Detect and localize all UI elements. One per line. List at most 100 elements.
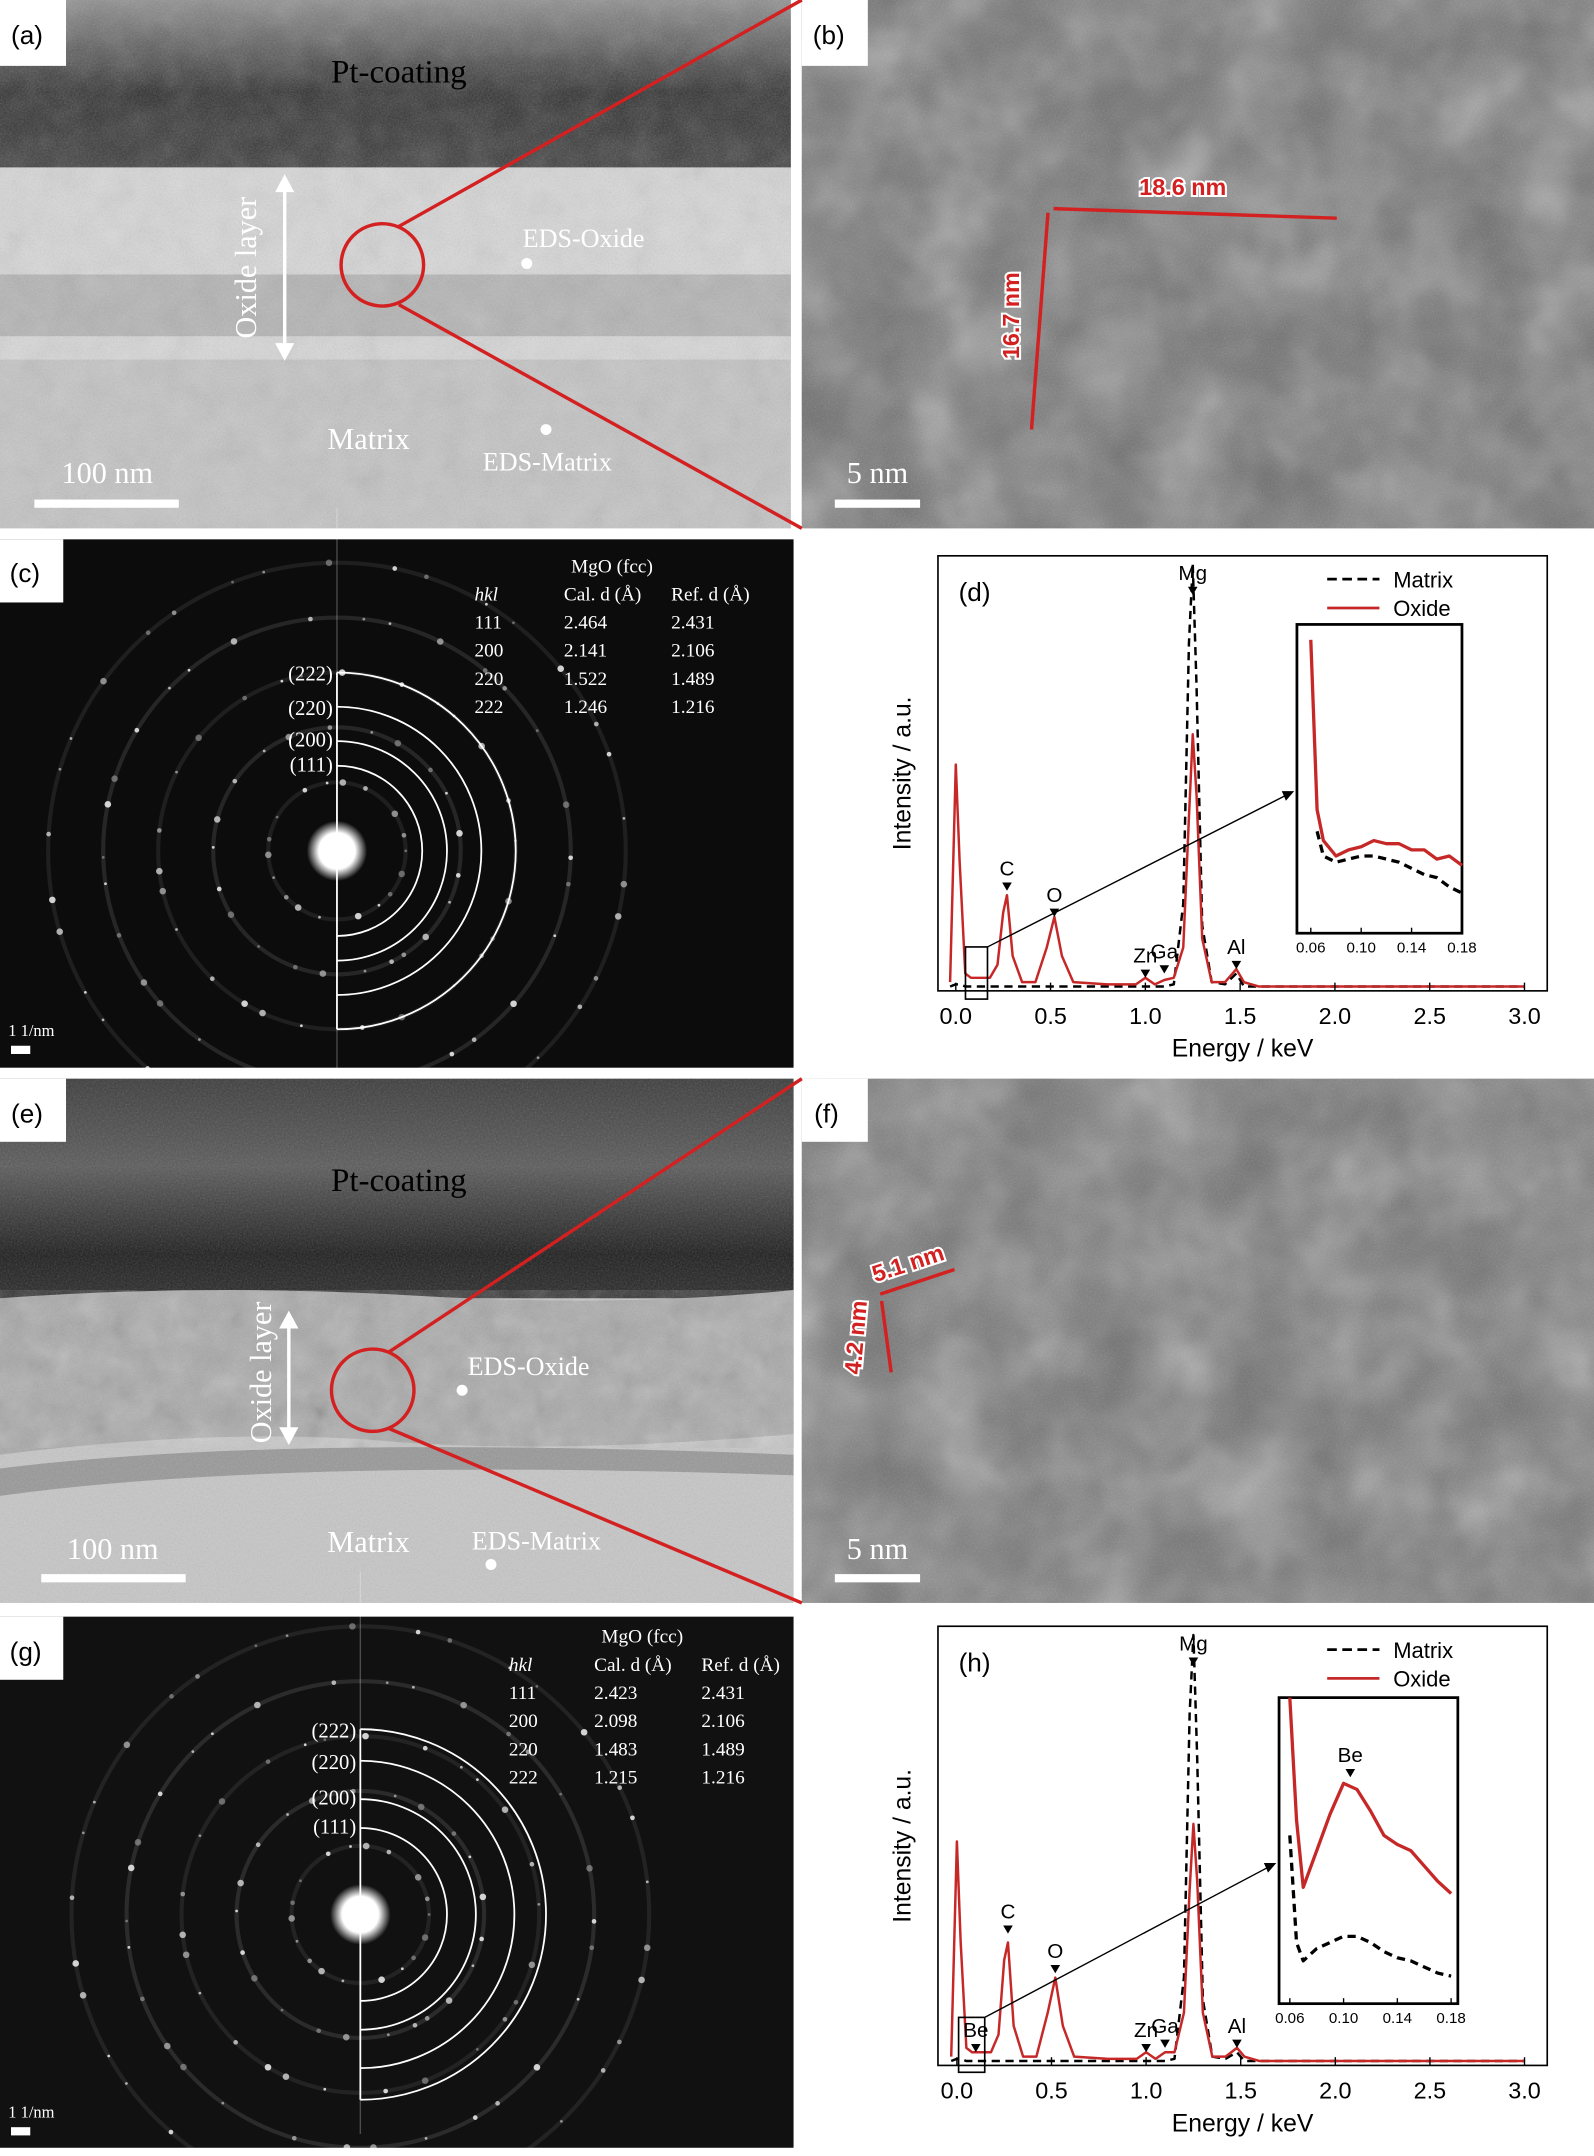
diffraction-spot [417,1803,425,1811]
diffraction-spot [533,2064,541,2071]
diffraction-spot [323,1738,327,1741]
peak-marker [1231,960,1242,970]
diffraction-spot [140,979,148,986]
diffraction-spot [528,1961,536,1969]
oxide-layer-label: Oxide layer [229,197,263,339]
panel-label: (g) [10,1637,42,1667]
diffraction-spot [262,570,266,574]
table-cell: 2.098 [594,1711,637,1732]
diffraction-spot [325,1851,331,1857]
panel-label: (a) [11,20,43,50]
diffraction-spot [468,1855,472,1859]
panel-label: (b) [813,20,845,50]
inset-frame [1295,623,1464,935]
table-header: Ref. d (Å) [671,584,750,605]
diffraction-spot [411,1955,416,1961]
diffraction-spot [471,1964,475,1968]
diffraction-spot [479,1893,487,1901]
diffraction-spot [562,801,570,808]
diffraction-spot [401,832,407,838]
diffraction-spot [198,1991,202,1995]
peak-label: Al [1228,2015,1246,2038]
diffraction-spot [445,1997,453,2004]
diffraction-spot [502,2016,508,2022]
scale-label: 5 nm [847,456,909,490]
x-tick-label: 1.0 [1129,1003,1162,1029]
table-cell: 1.522 [564,669,607,690]
diffraction-spot [264,2063,272,2071]
table-header: hkl [509,1655,533,1676]
diffraction-spot [476,1778,479,1781]
diffraction-spot [586,1864,593,1872]
panel-a: (a) Pt-coating Oxide layer EDS-Oxide Mat… [0,0,791,529]
diffraction-spot [69,1895,75,1901]
diffraction-spot [175,928,178,931]
table-cell: 111 [474,613,501,634]
x-tick-label: 2.0 [1319,2077,1352,2103]
table-cell: 220 [509,1739,538,1760]
peak-marker [1002,882,1012,891]
diffraction-spot [282,2073,290,2080]
diffraction-spot [157,1791,163,1797]
diffraction-spot [227,911,235,918]
diffraction-spot [195,1674,200,1679]
diffraction-spot [319,970,327,977]
eds-point [521,258,533,269]
peak-label: Al [1227,936,1245,959]
diffraction-spot [415,1629,421,1635]
eds-point [456,1384,468,1396]
scale-label: 100 nm [67,1532,159,1566]
diffraction-spot [553,934,557,938]
diffraction-spot [428,767,433,773]
diffraction-spot [559,1792,563,1796]
diffraction-spot [327,725,333,730]
x-tick-label: 1.5 [1224,1003,1256,1029]
ring-arc [360,1728,547,2101]
diffraction-spot [302,787,308,793]
diffraction-spot [475,2047,479,2051]
x-tick-label: 0.10 [1346,939,1375,956]
diffraction-spot [232,778,238,784]
legend-label: Matrix [1393,1638,1453,1663]
x-tick-label: 0.10 [1329,2010,1358,2027]
diffraction-spot [383,2088,389,2094]
diffraction-spot [127,1864,135,1872]
blotch [0,1290,794,1448]
diffraction-spot [191,1750,195,1754]
ring-arc [336,671,517,1031]
ring-label: (111) [313,1817,356,1839]
diffraction-spot [308,616,313,622]
x-tick-label: 0.14 [1383,2010,1412,2027]
diffraction-spot [339,779,347,786]
table-cell: 2.464 [564,613,608,634]
diffraction-spot [472,2115,478,2120]
diffraction-spot [294,904,302,911]
diffraction-spot [323,2087,327,2091]
scale-label: 100 nm [61,456,153,490]
ring-label: (220) [288,698,333,720]
diffraction-spot [349,1623,356,1630]
ring-arc [360,1759,516,2070]
diffraction-spot [508,1666,512,1670]
diffraction-spot [589,1945,595,1951]
diffraction-spot [362,617,366,621]
scale-label: 5 nm [847,1532,909,1566]
x-tick-label: 2.0 [1319,1003,1352,1029]
diffraction-spot [370,730,374,734]
diffraction-spot [414,1874,422,1881]
diffraction-spot [393,1794,397,1798]
diffraction-spot [242,695,248,701]
table-cell: 220 [474,669,503,690]
diffraction-spot [107,2054,111,2058]
table-title: MgO (fcc) [601,1627,683,1648]
diffraction-spot [580,1728,588,1736]
diffraction-spot [349,1845,352,1848]
diffraction-spot [388,622,392,626]
zoom-arrow [984,1863,1274,2018]
dim-arrow [879,1267,956,1296]
diffraction-spot [218,1798,226,1805]
diffraction-ring [124,1679,597,2150]
x-tick-label: 3.0 [1508,2077,1541,2103]
diffraction-spot [600,2068,606,2073]
diffraction-spot [83,991,87,994]
